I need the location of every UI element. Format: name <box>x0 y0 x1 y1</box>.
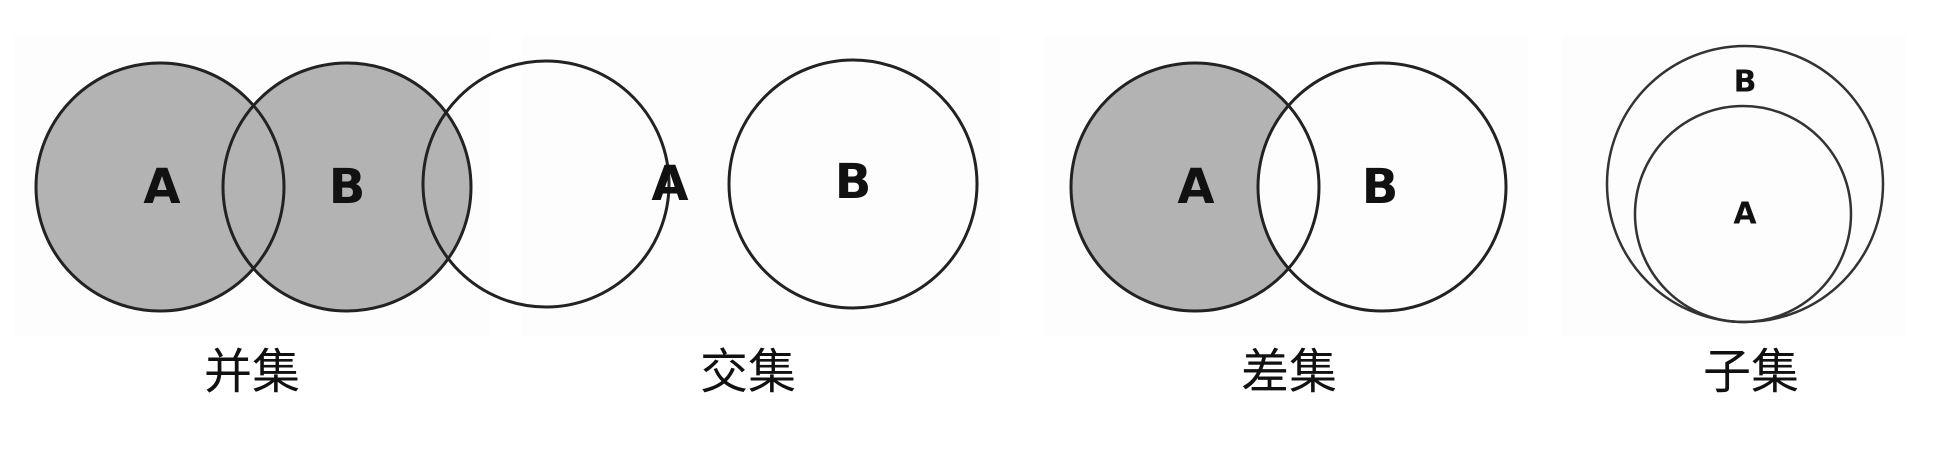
subset-label-a: A <box>1733 197 1757 232</box>
union-caption: 并集 <box>204 344 300 400</box>
union-diagram: A B 并集 <box>14 36 490 400</box>
union-circle-a <box>34 61 286 313</box>
subset-caption: 子集 <box>1703 344 1799 400</box>
difference-circle-a <box>1069 61 1321 313</box>
intersection-label-b: B <box>835 154 872 210</box>
difference-label-b: B <box>1362 159 1399 215</box>
difference-circle-b <box>1256 61 1508 313</box>
union-label-a: A <box>143 159 180 215</box>
subset-circle-a <box>1633 104 1853 324</box>
difference-diagram: A B 差集 <box>1044 36 1528 400</box>
union-label-b: B <box>329 159 366 215</box>
intersection-diagram: A B 交集 <box>421 36 1000 400</box>
intersection-circle-b <box>727 58 979 310</box>
difference-region-a-minus-b <box>1071 63 1319 311</box>
intersection-circle-a <box>421 59 671 309</box>
difference-label-a: A <box>1177 159 1214 215</box>
subset-diagram: B A 子集 <box>1562 36 1906 400</box>
union-region-a <box>36 63 284 311</box>
union-circle-b <box>221 61 473 313</box>
intersection-caption: 交集 <box>700 344 796 400</box>
intersection-panel-background <box>522 36 1000 336</box>
subset-panel-background <box>1562 36 1906 336</box>
difference-caption: 差集 <box>1241 344 1337 400</box>
union-region-b <box>223 63 471 311</box>
subset-label-b: B <box>1734 65 1757 100</box>
intersection-label-a: A <box>651 156 688 212</box>
